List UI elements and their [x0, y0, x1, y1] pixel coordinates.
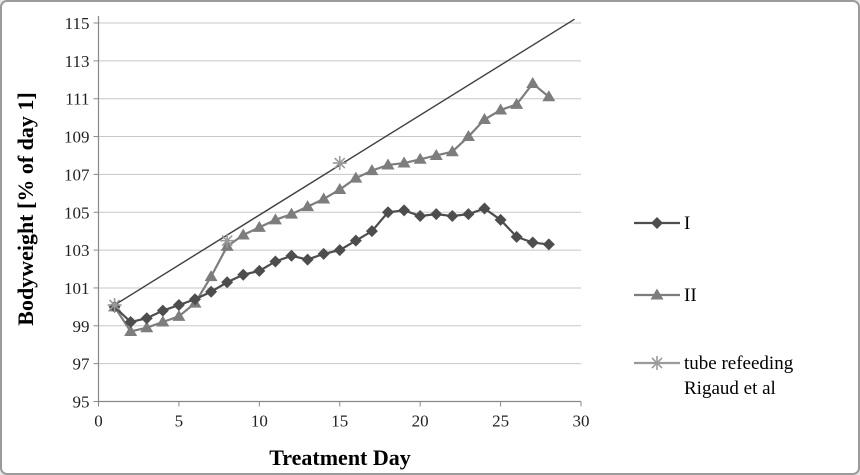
- diamond-marker-icon: [253, 264, 266, 277]
- triangle-marker-icon: [172, 309, 186, 321]
- diamond-marker-icon: [269, 255, 282, 268]
- triangle-marker-icon: [285, 207, 298, 219]
- diamond-marker-icon: [285, 249, 298, 262]
- diamond-marker-icon: [237, 268, 250, 281]
- y-tick-label: 109: [64, 128, 90, 147]
- diamond-marker-icon: [494, 213, 507, 226]
- diamond-marker-icon: [430, 208, 443, 221]
- triangle-marker-icon: [156, 315, 170, 327]
- star-marker-icon: [221, 235, 233, 247]
- diamond-marker-icon: [172, 298, 185, 311]
- y-tick-label: 113: [65, 52, 90, 71]
- diamond-marker-icon: [189, 293, 201, 306]
- y-tick-label: 97: [73, 355, 91, 374]
- x-tick-label: 25: [492, 412, 509, 431]
- x-axis-title: Treatment Day: [269, 445, 411, 470]
- diamond-marker-icon: [205, 285, 218, 298]
- diamond-marker-icon: [140, 312, 153, 325]
- diamond-marker-icon: [398, 204, 411, 217]
- triangle-marker-icon: [510, 97, 524, 109]
- triangle-marker-icon: [461, 130, 475, 142]
- star-marker-icon: [634, 356, 680, 370]
- triangle-marker-icon: [494, 103, 508, 115]
- legend-label-series-I: I: [684, 213, 691, 234]
- y-tick-label: 95: [73, 393, 90, 412]
- y-tick-label: 111: [65, 90, 89, 109]
- legend-item-series-II: II: [632, 283, 697, 308]
- diamond-marker-icon: [317, 247, 330, 260]
- y-tick-label: 103: [64, 241, 90, 260]
- series-II-line: [113, 81, 550, 333]
- x-tick-label: 0: [94, 412, 103, 431]
- rigaud-trend-line: [114, 18, 575, 306]
- diamond-marker-icon: [349, 234, 362, 247]
- triangle-marker-icon: [349, 171, 363, 183]
- triangle-marker-icon: [317, 192, 331, 204]
- diamond-marker-icon: [526, 236, 539, 249]
- star-marker-icon: [108, 299, 121, 311]
- triangle-marker-icon: [204, 270, 218, 282]
- y-tick-label: 105: [64, 203, 90, 222]
- triangle-marker-icon: [526, 77, 540, 89]
- star-marker-icon: [334, 157, 346, 169]
- triangle-marker-icon: [381, 158, 395, 170]
- diamond-marker-icon: [333, 244, 346, 257]
- legend-label-series-rigaud: tube refeeding Rigaud et al: [684, 353, 794, 399]
- y-axis-title: Bodyweight [% of day 1]: [13, 92, 38, 326]
- diamond-marker-icon: [462, 208, 475, 221]
- x-tick-label: 15: [331, 412, 348, 431]
- diamond-marker-icon: [301, 253, 314, 266]
- triangle-marker-icon: [333, 183, 347, 195]
- triangle-marker-icon: [124, 324, 138, 336]
- diamond-marker-icon: [478, 202, 491, 215]
- diamond-marker-icon: [156, 304, 169, 317]
- triangle-marker-icon: [413, 152, 427, 164]
- y-tick-label: 115: [65, 14, 90, 33]
- triangle-marker-icon: [252, 220, 266, 232]
- diamond-marker-icon: [651, 217, 663, 229]
- triangle-marker-icon: [478, 113, 491, 125]
- triangle-marker-icon: [301, 200, 315, 212]
- y-tick-label: 101: [64, 279, 90, 298]
- triangle-marker-icon: [268, 213, 282, 225]
- triangle-marker-icon: [650, 288, 664, 300]
- triangle-marker-icon: [397, 156, 411, 168]
- diamond-marker-icon: [542, 238, 555, 251]
- legend-label-series-II: II: [684, 285, 697, 306]
- diamond-marker-icon: [414, 210, 427, 223]
- triangle-marker-icon: [429, 148, 443, 160]
- diamond-marker-icon: [124, 316, 137, 329]
- triangle-marker-icon: [365, 164, 379, 176]
- triangle-marker-icon: [236, 228, 250, 240]
- diamond-marker-icon: [365, 225, 378, 238]
- x-tick-label: 10: [251, 412, 268, 431]
- diamond-marker-icon: [634, 217, 680, 229]
- diamond-marker-icon: [382, 206, 394, 219]
- chart-legend: I II tube refeeding Rigaud et al: [632, 2, 852, 473]
- legend-item-series-I: I: [632, 211, 690, 236]
- legend-item-series-rigaud: tube refeeding Rigaud et al: [632, 351, 834, 401]
- triangle-marker-icon: [542, 90, 556, 102]
- diamond-marker-icon: [510, 230, 523, 243]
- x-tick-label: 30: [573, 412, 590, 431]
- series-I-line: [113, 207, 549, 324]
- y-tick-label: 107: [64, 165, 90, 184]
- diamond-marker-icon: [221, 276, 234, 289]
- star-marker-icon: [651, 357, 663, 369]
- x-tick-label: 20: [412, 412, 429, 431]
- y-tick-label: 99: [73, 317, 90, 336]
- x-tick-label: 5: [175, 412, 184, 431]
- triangle-marker-icon: [445, 145, 459, 157]
- triangle-marker-icon: [634, 288, 680, 300]
- triangle-marker-icon: [140, 321, 154, 333]
- diamond-marker-icon: [446, 210, 459, 223]
